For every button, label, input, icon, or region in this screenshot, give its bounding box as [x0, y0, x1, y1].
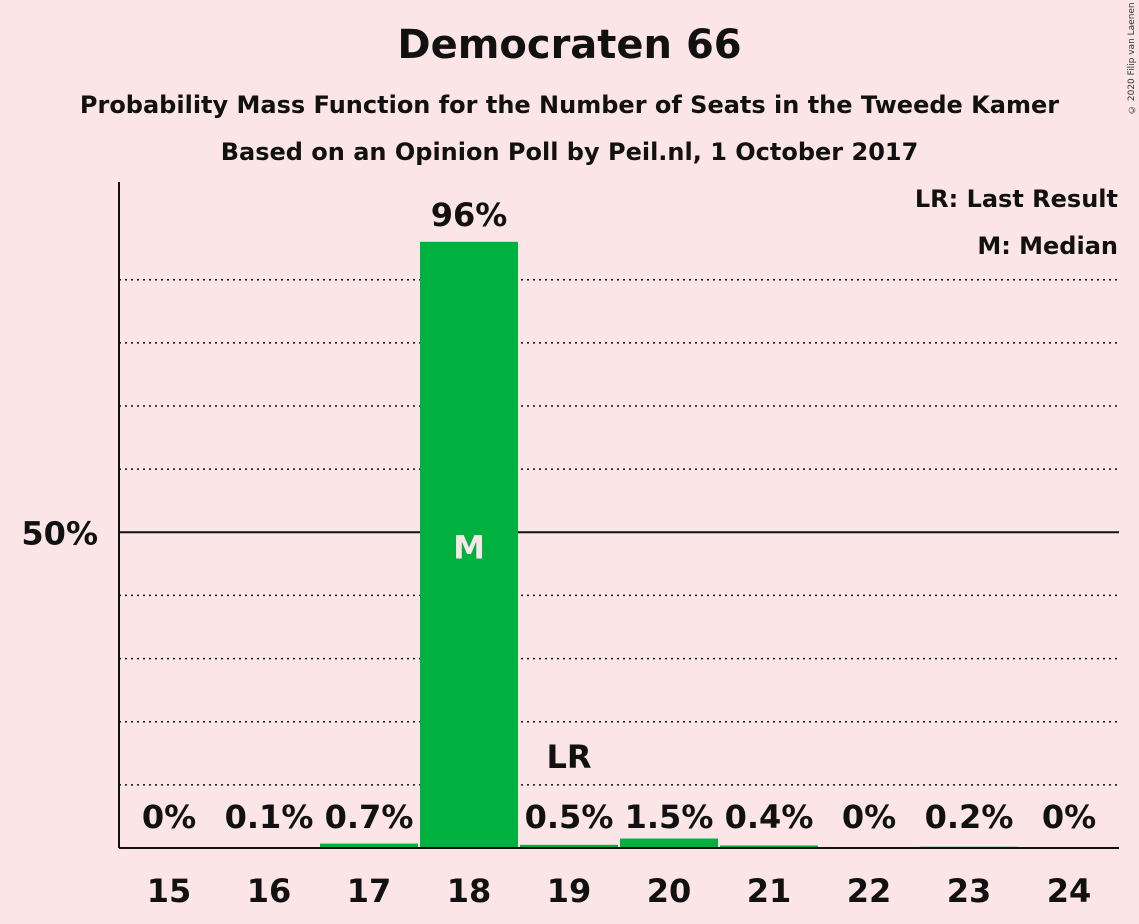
chart-subtitle: Probability Mass Function for the Number…	[79, 91, 1060, 119]
x-tick-label-15: 15	[147, 872, 192, 910]
last-result-marker: LR	[546, 738, 591, 776]
x-tick-label-22: 22	[847, 872, 892, 910]
value-label-19: 0.5%	[525, 798, 614, 836]
chart-source-line: Based on an Opinion Poll by Peil.nl, 1 O…	[220, 138, 919, 166]
median-marker: M	[453, 528, 485, 566]
value-label-20: 1.5%	[625, 798, 714, 836]
x-tick-label-20: 20	[647, 872, 692, 910]
value-label-16: 0.1%	[225, 798, 314, 836]
x-tick-label-23: 23	[947, 872, 992, 910]
bar-21	[720, 845, 818, 848]
value-label-23: 0.2%	[925, 798, 1014, 836]
bar-20	[620, 838, 718, 848]
bar-17	[320, 843, 418, 848]
value-label-24: 0%	[1042, 798, 1096, 836]
x-tick-label-19: 19	[547, 872, 592, 910]
value-label-22: 0%	[842, 798, 896, 836]
value-label-17: 0.7%	[325, 798, 414, 836]
x-tick-label-18: 18	[447, 872, 492, 910]
value-label-18: 96%	[431, 196, 508, 234]
x-tick-label-16: 16	[247, 872, 292, 910]
legend-median: M: Median	[977, 232, 1118, 260]
x-tick-label-24: 24	[1047, 872, 1092, 910]
bar-18	[420, 241, 518, 849]
x-tick-label-17: 17	[347, 872, 392, 910]
x-tick-label-21: 21	[747, 872, 792, 910]
value-label-21: 0.4%	[725, 798, 814, 836]
y-tick-label-50: 50%	[21, 514, 98, 552]
legend-last-result: LR: Last Result	[914, 185, 1118, 213]
value-label-15: 0%	[142, 798, 196, 836]
chart-title: Democraten 66	[397, 22, 742, 68]
bar-19	[520, 844, 618, 848]
